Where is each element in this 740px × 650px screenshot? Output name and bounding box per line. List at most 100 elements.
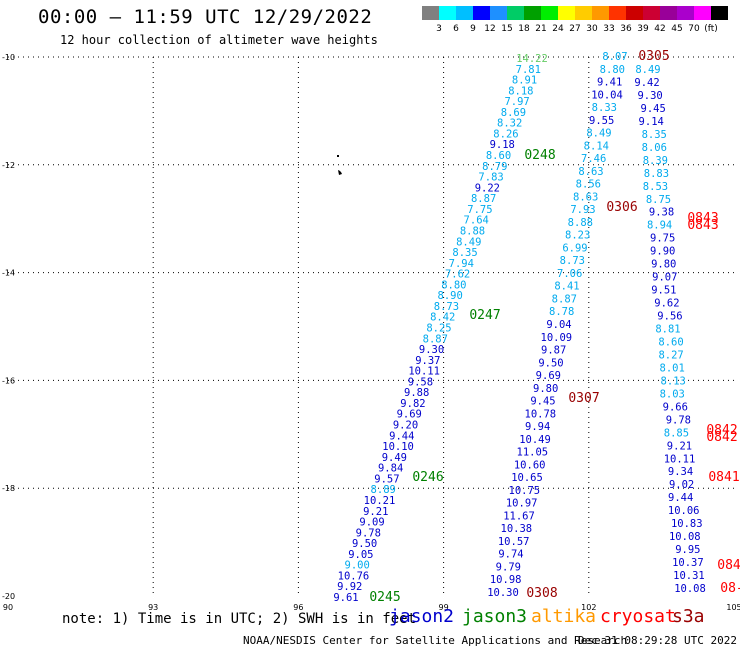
wave-height-value: 8.35 bbox=[452, 247, 477, 259]
wave-height-value: 9.30 bbox=[637, 90, 662, 102]
wave-height-value: 11.67 bbox=[503, 510, 535, 522]
wave-height-value: 7.75 bbox=[467, 204, 492, 216]
legend-swatch bbox=[660, 6, 677, 20]
wave-height-value: 8.63 bbox=[573, 191, 598, 203]
pass-time-label: 0248 bbox=[524, 148, 555, 163]
wave-height-value: 7.46 bbox=[581, 153, 606, 165]
wave-height-value: 8.49 bbox=[635, 64, 660, 76]
wave-height-value: 8.42 bbox=[430, 312, 455, 324]
wave-height-value: 10.09 bbox=[541, 332, 573, 344]
wave-height-value: 7.81 bbox=[516, 64, 541, 76]
wave-height-value: 9.94 bbox=[525, 421, 550, 433]
y-tick-label: -18 bbox=[2, 484, 15, 493]
satellite-name: altika bbox=[531, 606, 597, 627]
wave-height-value: 9.78 bbox=[356, 527, 381, 539]
wave-height-value: 7.93 bbox=[570, 204, 595, 216]
wave-height-value: 9.21 bbox=[667, 440, 692, 452]
wave-height-value: 10.08 bbox=[669, 531, 701, 543]
legend-tick-label: 39 bbox=[637, 24, 649, 34]
legend-tick-label: 36 bbox=[620, 24, 632, 34]
wave-height-value: 8.27 bbox=[658, 349, 683, 361]
wave-height-value: 8.35 bbox=[642, 129, 667, 141]
wave-height-value: 8.49 bbox=[586, 128, 611, 140]
legend-swatch bbox=[677, 6, 694, 20]
wave-height-value: 10.08 bbox=[674, 583, 706, 595]
legend-tick-label: 33 bbox=[603, 24, 614, 34]
pass-time-label: 0842 bbox=[706, 430, 737, 445]
legend-tick-label: 6 bbox=[453, 24, 459, 34]
legend-tick-label: 27 bbox=[569, 24, 580, 34]
wave-height-value: 10.57 bbox=[498, 536, 530, 548]
wave-height-value: 8.75 bbox=[646, 194, 671, 206]
y-tick-label: -12 bbox=[2, 161, 15, 170]
wave-height-value: 9.05 bbox=[348, 549, 373, 561]
wave-height-value: 9.87 bbox=[541, 345, 566, 357]
wave-height-value: 10.31 bbox=[673, 570, 705, 582]
wave-height-value: 7.83 bbox=[478, 172, 503, 184]
wave-height-value: 9.75 bbox=[650, 233, 675, 245]
wave-height-value: 8.78 bbox=[549, 306, 574, 318]
x-tick-label: 99 bbox=[439, 603, 449, 610]
wave-height-value: 7.06 bbox=[557, 268, 582, 280]
legend-swatch bbox=[541, 6, 558, 20]
wave-height-value: 9.80 bbox=[651, 259, 676, 271]
wave-height-value: 8.88 bbox=[460, 225, 485, 237]
wave-height-value: 8.87 bbox=[552, 293, 577, 305]
legend-swatch bbox=[524, 6, 541, 20]
x-tick-label: 90 bbox=[3, 603, 13, 610]
legend-tick-label: 30 bbox=[586, 24, 598, 34]
wave-height-value: 9.38 bbox=[649, 207, 674, 219]
wave-height-value: 9.92 bbox=[337, 581, 362, 593]
wave-height-value: 9.51 bbox=[651, 285, 676, 297]
wave-height-value: 9.69 bbox=[397, 409, 422, 421]
wave-height-value: 9.14 bbox=[639, 116, 664, 128]
color-legend: 3 6 9 12 15 18 21 24 27 30 33 36 39 42 45 70 (ft) bbox=[422, 6, 728, 34]
wave-height-value: 8.01 bbox=[660, 362, 685, 374]
legend-swatch bbox=[490, 6, 507, 20]
wave-height-value: 9.34 bbox=[668, 466, 693, 478]
wave-height-value: 9.58 bbox=[408, 376, 433, 388]
legend-swatch bbox=[507, 6, 524, 20]
wave-height-value: 10.21 bbox=[364, 495, 396, 507]
pass-time-label: 08- bbox=[720, 581, 740, 596]
x-tick-label: 102 bbox=[581, 603, 596, 610]
wave-height-value: 8.53 bbox=[643, 181, 668, 193]
wave-height-value: 8.18 bbox=[508, 85, 533, 97]
wave-height-value: 10.30 bbox=[487, 587, 519, 599]
wave-height-value: 9.00 bbox=[345, 560, 370, 572]
wave-height-value: 8.07 bbox=[602, 51, 627, 63]
pass-time-label: 084 bbox=[717, 558, 740, 573]
wave-height-value: 9.18 bbox=[490, 139, 515, 151]
wave-height-value: 8.56 bbox=[576, 179, 601, 191]
wave-height-value: 9.95 bbox=[675, 544, 700, 556]
legend-tick-label: 45 bbox=[671, 24, 682, 34]
legend-swatch bbox=[626, 6, 643, 20]
wave-height-value: 9.44 bbox=[668, 492, 693, 504]
wave-height-value: 9.02 bbox=[669, 479, 694, 491]
wave-height-value: 9.80 bbox=[533, 383, 558, 395]
wave-height-value: 9.84 bbox=[378, 463, 403, 475]
satellite-name: jason3 bbox=[462, 606, 528, 627]
x-tick-label: 105 bbox=[726, 603, 740, 610]
pass-time-label: 0306 bbox=[606, 200, 637, 215]
wave-height-value: 10.65 bbox=[511, 472, 543, 484]
wave-height-value: 10.78 bbox=[525, 408, 557, 420]
wave-height-value: 10.49 bbox=[519, 434, 551, 446]
island-mark bbox=[337, 155, 339, 157]
wave-height-value: 8.14 bbox=[584, 140, 609, 152]
legend-swatch bbox=[558, 6, 575, 20]
pass-time-label: 0843 bbox=[687, 211, 718, 226]
legend-tick-label: 70 bbox=[688, 24, 700, 34]
wave-height-value: 8.81 bbox=[655, 324, 680, 336]
wave-height-value: 9.74 bbox=[498, 549, 523, 561]
pass-time-label: 0305 bbox=[638, 49, 669, 64]
wave-height-value: 8.23 bbox=[565, 230, 590, 242]
wave-height-value: 10.76 bbox=[338, 570, 370, 582]
generation-timestamp: Dec 31 08:29:28 UTC 2022 bbox=[578, 634, 737, 647]
satellite-name: cryosat bbox=[600, 606, 676, 627]
wave-height-value: 9.82 bbox=[400, 398, 425, 410]
wave-height-value: 8.25 bbox=[426, 323, 451, 335]
wave-height-value: 8.03 bbox=[660, 388, 685, 400]
wave-height-value: 9.50 bbox=[352, 538, 377, 550]
